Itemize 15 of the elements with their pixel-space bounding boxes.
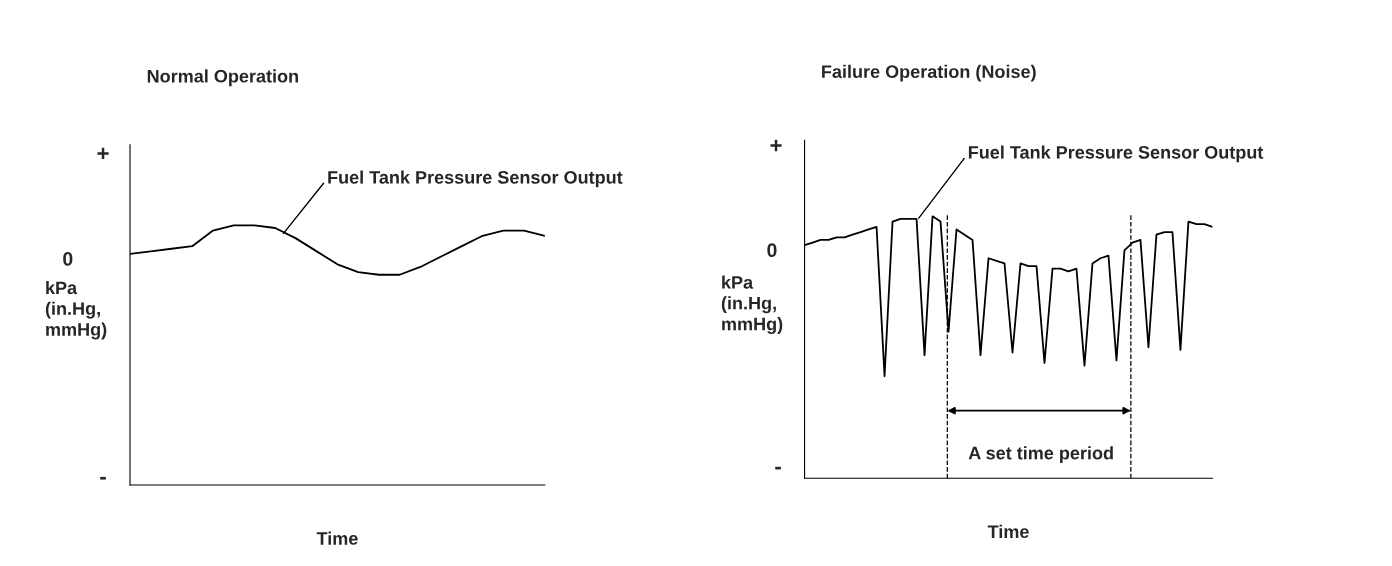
annotation: A set time period xyxy=(968,446,1113,464)
text: 0 xyxy=(767,243,777,258)
text: Fuel Tank Pressure Sensor Output xyxy=(328,170,623,188)
text: + xyxy=(770,139,782,152)
y-axis-title: kPa (in.Hg, mmHg) xyxy=(45,280,107,340)
x-axis-title: Time xyxy=(987,524,1029,539)
text: 0 xyxy=(63,252,73,266)
text: - xyxy=(775,466,781,470)
chart-title: Failure Operation (Noise) xyxy=(822,64,1036,82)
chart-title: Normal Operation xyxy=(147,69,298,87)
y-axis-title: kPa (in.Hg, mmHg) xyxy=(721,275,783,335)
text: - xyxy=(100,476,106,480)
text: + xyxy=(97,147,109,160)
text: Fuel Tank Pressure Sensor Output xyxy=(968,145,1264,163)
x-axis-title: Time xyxy=(316,531,358,545)
